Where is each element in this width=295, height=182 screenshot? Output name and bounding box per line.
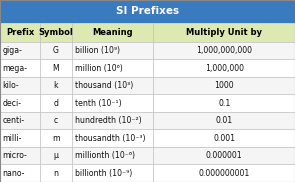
Text: M: M: [53, 64, 59, 73]
Bar: [153, 147, 295, 165]
Bar: [153, 23, 295, 42]
Text: 0.000001: 0.000001: [206, 151, 242, 160]
Bar: [40, 42, 72, 59]
Bar: [72, 129, 153, 147]
Bar: [40, 23, 72, 42]
Bar: [153, 129, 295, 147]
Bar: [0, 77, 40, 94]
Text: giga-: giga-: [2, 46, 22, 55]
Bar: [153, 59, 295, 77]
Bar: [153, 77, 295, 94]
Text: Symbol: Symbol: [39, 28, 73, 37]
Text: m: m: [52, 134, 60, 143]
Text: μ: μ: [54, 151, 58, 160]
Bar: [0, 112, 40, 129]
Text: G: G: [53, 46, 59, 55]
Text: 1,000,000,000: 1,000,000,000: [196, 46, 252, 55]
Text: centi-: centi-: [2, 116, 24, 125]
Text: million (10⁶): million (10⁶): [75, 64, 122, 73]
Bar: [40, 129, 72, 147]
Text: 0.1: 0.1: [218, 99, 230, 108]
Bar: [72, 94, 153, 112]
Bar: [0, 59, 40, 77]
Bar: [40, 147, 72, 165]
Bar: [0, 147, 40, 165]
Text: k: k: [54, 81, 58, 90]
Bar: [0, 94, 40, 112]
Text: d: d: [54, 99, 58, 108]
Text: 1000: 1000: [214, 81, 234, 90]
Text: hundredth (10⁻²): hundredth (10⁻²): [75, 116, 141, 125]
Bar: [153, 94, 295, 112]
Bar: [72, 112, 153, 129]
Text: Prefix: Prefix: [6, 28, 34, 37]
Text: 0.01: 0.01: [216, 116, 233, 125]
Text: mega-: mega-: [2, 64, 27, 73]
Bar: [40, 165, 72, 182]
Bar: [40, 94, 72, 112]
Text: 0.000000001: 0.000000001: [199, 169, 250, 178]
Text: billion (10⁹): billion (10⁹): [75, 46, 120, 55]
Text: nano-: nano-: [2, 169, 25, 178]
Bar: [153, 112, 295, 129]
Text: SI Prefixes: SI Prefixes: [116, 6, 179, 16]
Text: thousand (10³): thousand (10³): [75, 81, 133, 90]
Bar: [72, 23, 153, 42]
Bar: [72, 42, 153, 59]
Text: Meaning: Meaning: [93, 28, 133, 37]
Text: Multiply Unit by: Multiply Unit by: [186, 28, 262, 37]
Text: deci-: deci-: [2, 99, 21, 108]
Bar: [153, 165, 295, 182]
Bar: [72, 147, 153, 165]
Bar: [153, 42, 295, 59]
Bar: [72, 165, 153, 182]
Bar: [40, 77, 72, 94]
Bar: [0, 165, 40, 182]
Text: micro-: micro-: [2, 151, 27, 160]
Bar: [0, 129, 40, 147]
Bar: [0, 42, 40, 59]
Text: billionth (10⁻⁹): billionth (10⁻⁹): [75, 169, 132, 178]
Text: 0.001: 0.001: [213, 134, 235, 143]
Bar: [40, 59, 72, 77]
Text: milli-: milli-: [2, 134, 22, 143]
Bar: [0, 0, 295, 23]
Text: thousandth (10⁻³): thousandth (10⁻³): [75, 134, 145, 143]
Text: n: n: [54, 169, 58, 178]
Bar: [0, 23, 40, 42]
Text: tenth (10⁻¹): tenth (10⁻¹): [75, 99, 121, 108]
Text: c: c: [54, 116, 58, 125]
Text: millionth (10⁻⁶): millionth (10⁻⁶): [75, 151, 135, 160]
Bar: [72, 59, 153, 77]
Text: 1,000,000: 1,000,000: [205, 64, 244, 73]
Bar: [40, 112, 72, 129]
Bar: [72, 77, 153, 94]
Text: kilo-: kilo-: [2, 81, 19, 90]
